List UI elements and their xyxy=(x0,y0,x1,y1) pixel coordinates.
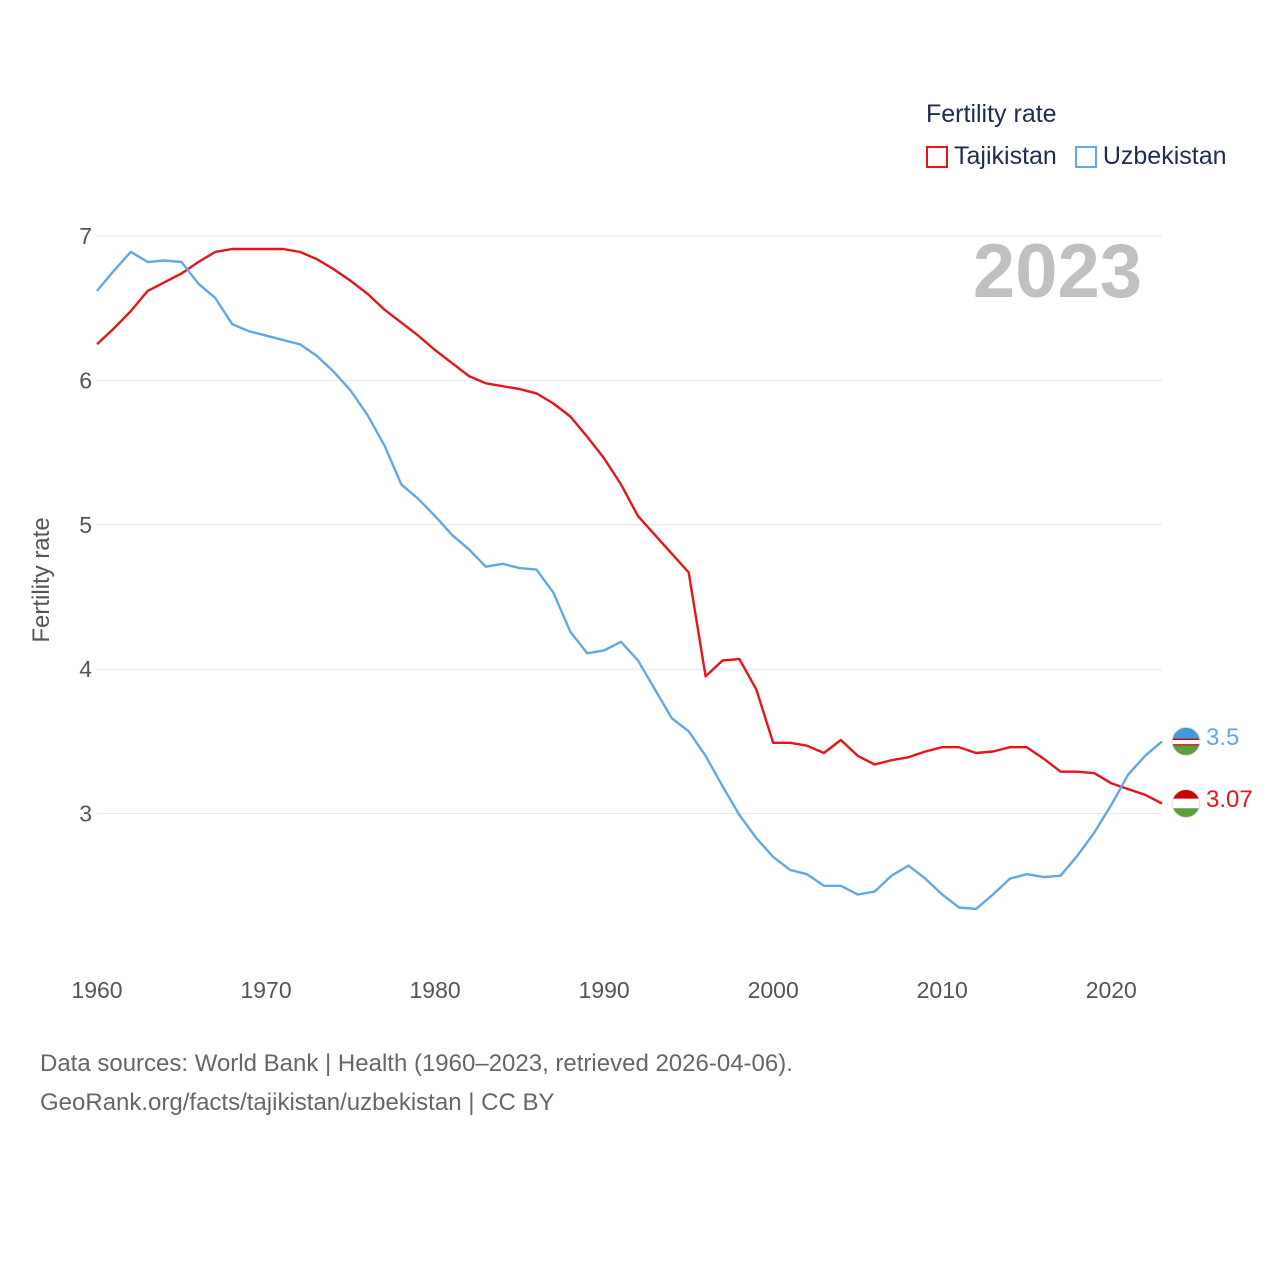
series-line-tajikistan[interactable] xyxy=(96,247,1163,805)
legend-title: Fertility rate xyxy=(926,100,1057,128)
legend: Tajikistan Uzbekistan xyxy=(926,142,1245,171)
series-line-uzbekistan[interactable] xyxy=(96,250,1163,911)
y-axis-ticks: 3 4 5 6 7 xyxy=(79,223,92,827)
y-tick-label: 3 xyxy=(79,801,92,827)
footer: Data sources: World Bank | Health (1960–… xyxy=(40,1044,793,1122)
x-tick-label: 1990 xyxy=(579,977,630,1003)
x-tick-label: 2020 xyxy=(1086,977,1137,1003)
flag-marker-uzbekistan xyxy=(1171,726,1201,756)
legend-label-tajikistan: Tajikistan xyxy=(954,142,1057,170)
end-markers xyxy=(1171,726,1201,818)
x-tick-label: 1970 xyxy=(240,977,291,1003)
legend-item-uzbekistan[interactable]: Uzbekistan xyxy=(1074,142,1227,171)
year-label: 2023 xyxy=(972,229,1142,314)
flag-marker-tajikistan xyxy=(1171,788,1201,818)
legend-swatch-tajikistan xyxy=(926,145,948,168)
legend-label-uzbekistan: Uzbekistan xyxy=(1102,142,1227,170)
x-axis-ticks: 1960 1970 1980 1990 2000 2010 2020 xyxy=(71,977,1136,1003)
footer-link[interactable]: GeoRank.org/facts/tajikistan/uzbekistan … xyxy=(40,1089,555,1116)
y-tick-label: 7 xyxy=(79,223,92,249)
x-tick-label: 1960 xyxy=(71,977,122,1003)
series-lines xyxy=(96,247,1163,911)
end-label-tajikistan: 3.07 xyxy=(1206,786,1253,813)
x-tick-label: 2000 xyxy=(748,977,799,1003)
end-label-uzbekistan: 3.5 xyxy=(1206,724,1240,751)
y-tick-label: 4 xyxy=(79,656,92,682)
legend-swatch-uzbekistan xyxy=(1074,145,1097,168)
y-axis-title: Fertility rate xyxy=(28,517,55,643)
y-tick-label: 6 xyxy=(79,367,92,393)
gridlines xyxy=(97,235,1162,815)
y-tick-label: 5 xyxy=(79,512,92,538)
footer-source: Data sources: World Bank | Health (1960–… xyxy=(40,1050,793,1077)
x-tick-label: 1980 xyxy=(410,977,461,1003)
legend-item-tajikistan[interactable]: Tajikistan xyxy=(926,142,1057,171)
x-tick-label: 2010 xyxy=(917,977,968,1003)
